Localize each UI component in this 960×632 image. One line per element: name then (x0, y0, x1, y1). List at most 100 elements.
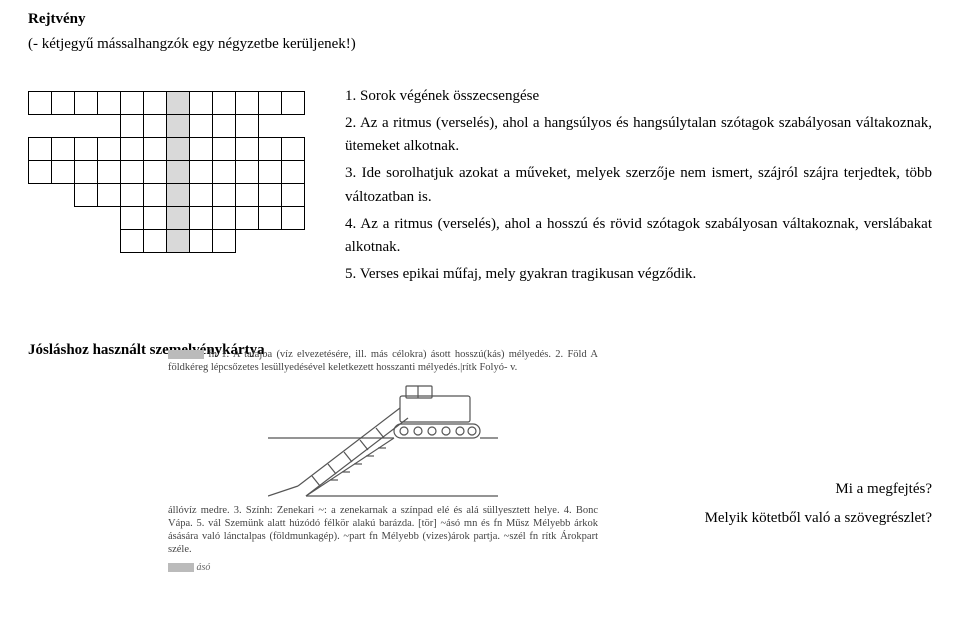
crossword-cell (52, 114, 75, 137)
crossword-cell (144, 160, 167, 183)
clue-2: 2. Az a ritmus (verselés), ahol a hangsú… (345, 112, 932, 159)
crossword-cell (236, 91, 259, 114)
question-2: Melyik kötetből való a szövegrészlet? (626, 507, 932, 530)
crossword-cell (29, 160, 52, 183)
crossword-cell (167, 160, 190, 183)
crossword-cell (52, 206, 75, 229)
crossword-cell (75, 206, 98, 229)
crossword-cell (236, 137, 259, 160)
crossword-cell (282, 91, 305, 114)
crossword-cell (52, 137, 75, 160)
crossword-cell (282, 114, 305, 137)
crossword-cell (144, 183, 167, 206)
crossword-cell (75, 160, 98, 183)
crossword-cell (75, 114, 98, 137)
crossword-cell (98, 183, 121, 206)
crossword-cell (144, 91, 167, 114)
crossword-cell (236, 160, 259, 183)
crossword-cell (144, 229, 167, 252)
crossword-cell (167, 91, 190, 114)
crossword-cell (121, 229, 144, 252)
crossword-cell (29, 91, 52, 114)
question-1: Mi a megfejtés? (626, 478, 932, 501)
crossword-cell (213, 160, 236, 183)
dictionary-bottom-text: állóvíz medre. 3. Szính: Zenekari ~: a z… (168, 505, 598, 555)
crossword-cell (190, 137, 213, 160)
crossword-cell (259, 91, 282, 114)
crossword-cell (167, 183, 190, 206)
page-title: Rejtvény (28, 8, 932, 31)
crossword-cell (190, 160, 213, 183)
crossword-cell (75, 229, 98, 252)
clue-1: 1. Sorok végének összecsengése (345, 85, 932, 108)
crossword-cell (98, 160, 121, 183)
clue-list: 1. Sorok végének összecsengése 2. Az a r… (345, 85, 932, 291)
crossword-cell (121, 137, 144, 160)
crossword-cell (236, 114, 259, 137)
crossword-cell (213, 229, 236, 252)
crossword-cell (121, 183, 144, 206)
crossword-cell (213, 91, 236, 114)
dictionary-excerpt: fn 1. A talajba (víz elvezetésére, ill. … (168, 348, 598, 574)
crossword-cell (121, 91, 144, 114)
puzzle-note: (- kétjegyű mássalhangzók egy négyzetbe … (28, 33, 932, 56)
crossword-cell (144, 206, 167, 229)
crossword-cell (52, 229, 75, 252)
crossword-cell (190, 91, 213, 114)
crossword-cell (213, 114, 236, 137)
crossword-cell (167, 137, 190, 160)
crossword-cell (213, 206, 236, 229)
crossword-cell (75, 91, 98, 114)
crossword-grid (28, 85, 305, 253)
crossword-cell (98, 229, 121, 252)
crossword-cell (190, 206, 213, 229)
crossword-cell (75, 183, 98, 206)
crossword-cell (98, 114, 121, 137)
crossword-cell (167, 229, 190, 252)
crossword-cell (259, 114, 282, 137)
crossword-cell (121, 160, 144, 183)
crossword-cell (282, 229, 305, 252)
crossword-cell (29, 183, 52, 206)
crossword-cell (213, 137, 236, 160)
crossword-cell (282, 183, 305, 206)
crossword-cell (167, 114, 190, 137)
crossword-cell (75, 137, 98, 160)
crossword-cell (236, 183, 259, 206)
crossword-cell (190, 229, 213, 252)
crossword-cell (282, 160, 305, 183)
crossword-cell (52, 91, 75, 114)
crossword-cell (98, 137, 121, 160)
crossword-cell (167, 206, 190, 229)
crossword-cell (121, 206, 144, 229)
clue-3: 3. Ide sorolhatjuk azokat a műveket, mel… (345, 162, 932, 209)
crossword-cell (236, 206, 259, 229)
question-block: Mi a megfejtés? Melyik kötetből való a s… (626, 348, 932, 537)
crossword-cell (190, 183, 213, 206)
dictionary-caption: ásó (194, 562, 210, 573)
crossword-cell (144, 114, 167, 137)
crossword-cell (190, 114, 213, 137)
clue-4: 4. Az a ritmus (verselés), ahol a hosszú… (345, 213, 932, 260)
excavator-illustration (268, 378, 498, 498)
crossword-cell (29, 206, 52, 229)
crossword-cell (236, 229, 259, 252)
crossword-cell (259, 183, 282, 206)
crossword-cell (213, 183, 236, 206)
crossword-cell (282, 137, 305, 160)
clue-5: 5. Verses epikai műfaj, mely gyakran tra… (345, 263, 932, 286)
dictionary-top-text: fn 1. A talajba (víz elvezetésére, ill. … (168, 349, 598, 373)
crossword-cell (259, 160, 282, 183)
crossword-cell (98, 206, 121, 229)
crossword-cell (29, 229, 52, 252)
crossword-cell (282, 206, 305, 229)
crossword-cell (29, 114, 52, 137)
crossword-cell (259, 229, 282, 252)
crossword-cell (121, 114, 144, 137)
crossword-cell (52, 183, 75, 206)
crossword-cell (98, 91, 121, 114)
crossword-cell (259, 137, 282, 160)
crossword-cell (29, 137, 52, 160)
crossword-cell (259, 206, 282, 229)
crossword-cell (52, 160, 75, 183)
